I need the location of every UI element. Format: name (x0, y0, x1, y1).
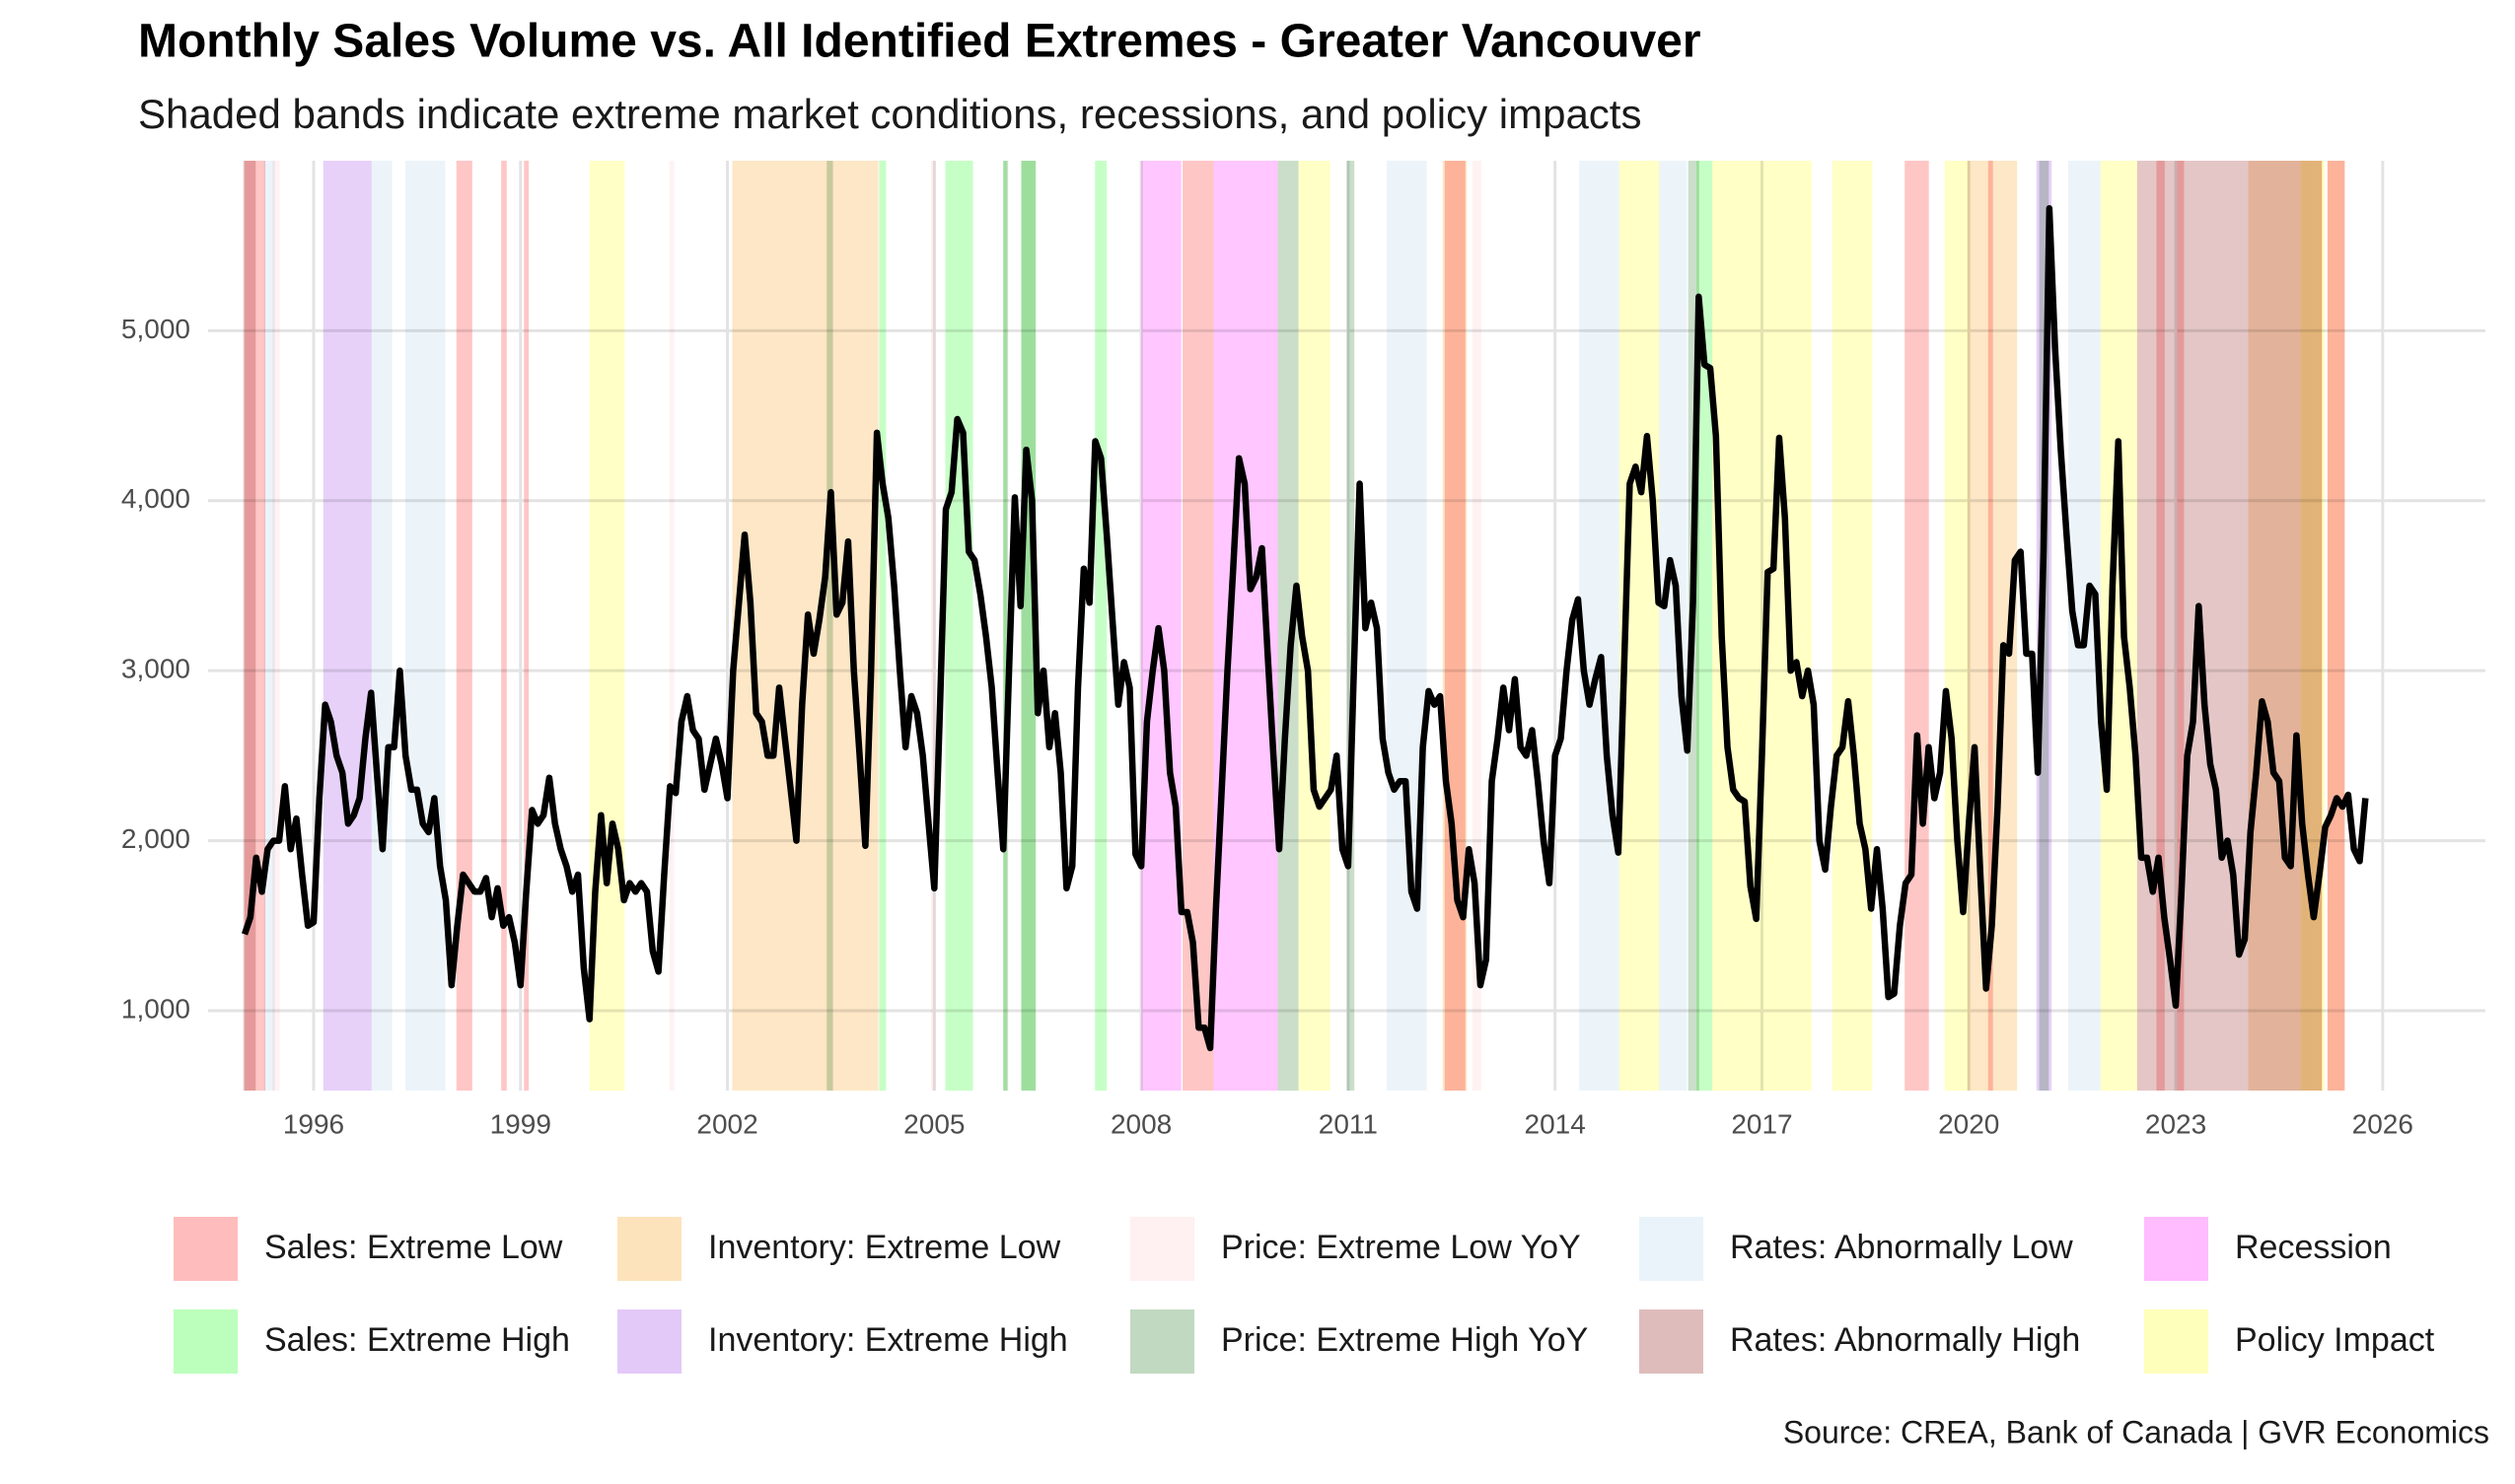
band (1472, 161, 1481, 1091)
band (1712, 161, 1812, 1091)
x-tick-label: 1996 (283, 1108, 344, 1139)
x-tick-label: 2002 (696, 1108, 757, 1139)
legend-swatch (617, 1217, 682, 1281)
band (1346, 161, 1355, 1091)
x-tick-label: 1999 (490, 1108, 551, 1139)
legend-label: Policy Impact (2235, 1321, 2435, 1359)
y-tick-label: 2,000 (121, 823, 190, 854)
band (2327, 161, 2345, 1091)
sales-line (241, 205, 2369, 1052)
band (1696, 161, 1713, 1091)
band (272, 161, 280, 1091)
legend-label: Sales: Extreme Low (264, 1229, 563, 1266)
legend-swatch (1130, 1217, 1194, 1281)
band (1003, 161, 1009, 1091)
x-tick-label: 2008 (1111, 1108, 1172, 1139)
x-tick-label: 2026 (2352, 1108, 2413, 1139)
band (1832, 161, 1873, 1091)
y-tick-label: 5,000 (121, 314, 190, 344)
band (1141, 161, 1182, 1091)
legend-swatch (174, 1217, 238, 1281)
band (1442, 161, 1468, 1091)
band (2300, 161, 2326, 1091)
band (1944, 161, 1970, 1091)
legend-swatch (1639, 1309, 1703, 1374)
band (1183, 161, 1214, 1091)
legend-label: Rates: Abnormally Low (1730, 1229, 2073, 1266)
band (501, 161, 507, 1091)
legend-label: Price: Extreme Low YoY (1221, 1229, 1581, 1266)
legend-label: Recession (2235, 1229, 2392, 1266)
legend-swatch (2144, 1309, 2208, 1374)
band (879, 161, 887, 1091)
band (323, 161, 372, 1091)
band (1659, 161, 1688, 1091)
bands (243, 161, 2345, 1091)
band (456, 161, 472, 1091)
legend-label: Rates: Abnormally High (1730, 1321, 2080, 1359)
legend-swatch (174, 1309, 238, 1374)
band (2100, 161, 2137, 1091)
band (1579, 161, 1619, 1091)
band (1387, 161, 1427, 1091)
x-tick-label: 2011 (1319, 1108, 1378, 1139)
band (945, 161, 973, 1091)
band (2136, 161, 2249, 1091)
legend-swatch (617, 1309, 682, 1374)
band (1277, 161, 1299, 1091)
legend-label: Sales: Extreme High (264, 1321, 570, 1359)
y-tick-label: 3,000 (121, 654, 190, 684)
band (404, 161, 446, 1091)
band (1095, 161, 1108, 1091)
x-tick-label: 2023 (2145, 1108, 2206, 1139)
chart-title: Monthly Sales Volume vs. All Identified … (138, 16, 1701, 68)
legend-swatch (1639, 1217, 1703, 1281)
band (930, 161, 936, 1091)
x-tick-label: 2005 (903, 1108, 965, 1139)
x-tick-label: 2017 (1731, 1108, 1792, 1139)
band (263, 161, 275, 1091)
y-tick-label: 1,000 (121, 993, 190, 1024)
legend-swatch (2144, 1217, 2208, 1281)
band (669, 161, 675, 1091)
y-tick-label: 4,000 (121, 483, 190, 514)
series (241, 205, 2369, 1052)
band (826, 161, 833, 1091)
legend-swatch (1130, 1309, 1194, 1374)
source-note: Source: CREA, Bank of Canada | GVR Econo… (1783, 1414, 2489, 1449)
legend-label: Inventory: Extreme High (708, 1321, 1068, 1359)
legend-label: Price: Extreme High YoY (1221, 1321, 1588, 1359)
chart-subtitle: Shaded bands indicate extreme market con… (138, 91, 1641, 137)
band (1021, 161, 1037, 1091)
band (524, 161, 530, 1091)
legend-label: Inventory: Extreme Low (708, 1229, 1061, 1266)
x-tick-label: 2014 (1525, 1108, 1586, 1139)
band (371, 161, 393, 1091)
band (243, 161, 256, 1091)
x-tick-label: 2020 (1938, 1108, 1999, 1139)
ticks: 1,000 2,000 3,000 4,000 5,000 1996 1999 2002 200… (121, 314, 2435, 1374)
band (1904, 161, 1929, 1091)
